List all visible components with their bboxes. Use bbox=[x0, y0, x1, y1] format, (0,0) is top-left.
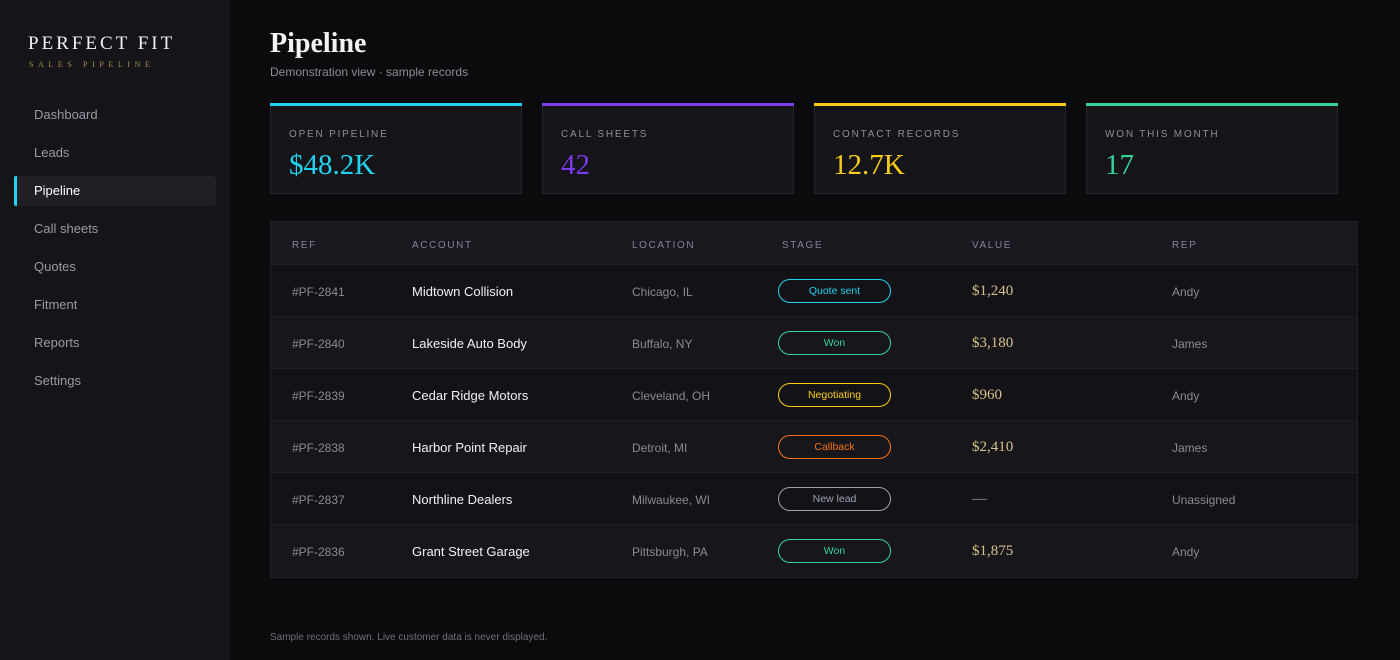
stage-badge: New lead bbox=[778, 487, 891, 511]
stat-value: $48.2K bbox=[289, 149, 376, 181]
page-title: Pipeline bbox=[270, 28, 367, 59]
column-header-account: ACCOUNT bbox=[412, 240, 473, 251]
table-header: REF ACCOUNT LOCATION STAGE VALUE REP bbox=[271, 222, 1357, 264]
cell-value: $1,240 bbox=[972, 283, 1014, 299]
sidebar-item-fitment[interactable]: Fitment bbox=[34, 297, 78, 312]
stat-card-won-this-month: WON THIS MONTH 17 bbox=[1086, 103, 1338, 194]
column-header-stage: STAGE bbox=[782, 240, 824, 251]
sidebar-item-dashboard[interactable]: Dashboard bbox=[34, 107, 98, 122]
stat-card-call-sheets: CALL SHEETS 42 bbox=[542, 103, 794, 194]
sidebar-item-call-sheets[interactable]: Call sheets bbox=[34, 221, 99, 236]
stage-badge: Callback bbox=[778, 435, 891, 459]
stat-card-contact-records: CONTACT RECORDS 12.7K bbox=[814, 103, 1066, 194]
cell-location: Detroit, MI bbox=[632, 441, 688, 455]
page-subtitle: Demonstration view · sample records bbox=[270, 65, 469, 79]
cell-rep: James bbox=[1172, 441, 1208, 455]
column-header-location: LOCATION bbox=[632, 240, 696, 251]
stat-card-open-pipeline: OPEN PIPELINE $48.2K bbox=[270, 103, 522, 194]
cell-account: Harbor Point Repair bbox=[412, 440, 527, 455]
stage-badge: Won bbox=[778, 539, 891, 563]
cell-ref: #PF-2839 bbox=[292, 389, 345, 403]
footer-note: Sample records shown. Live customer data… bbox=[270, 632, 548, 643]
column-header-value: VALUE bbox=[972, 240, 1013, 251]
table-row[interactable]: #PF-2837 Northline Dealers Milwaukee, WI… bbox=[271, 472, 1357, 524]
cell-value: $2,410 bbox=[972, 439, 1014, 455]
stat-value: 17 bbox=[1105, 149, 1134, 181]
cell-ref: #PF-2838 bbox=[292, 441, 345, 455]
brand-subtitle: SALES PIPELINE bbox=[29, 60, 155, 69]
cell-rep: James bbox=[1172, 337, 1208, 351]
stat-label: OPEN PIPELINE bbox=[289, 129, 389, 140]
cell-value: — bbox=[972, 491, 987, 507]
table-row[interactable]: #PF-2839 Cedar Ridge Motors Cleveland, O… bbox=[271, 368, 1357, 420]
stat-label: WON THIS MONTH bbox=[1105, 129, 1220, 140]
stage-badge: Won bbox=[778, 331, 891, 355]
stat-value: 42 bbox=[561, 149, 590, 181]
table-row[interactable]: #PF-2836 Grant Street Garage Pittsburgh,… bbox=[271, 524, 1357, 576]
cell-location: Chicago, IL bbox=[632, 285, 693, 299]
cell-ref: #PF-2840 bbox=[292, 337, 345, 351]
column-header-rep: REP bbox=[1172, 240, 1198, 251]
cell-rep: Unassigned bbox=[1172, 493, 1236, 507]
sidebar: PERFECT FIT SALES PIPELINE Dashboard Lea… bbox=[0, 0, 230, 660]
sidebar-nav: Dashboard Leads Pipeline Call sheets Quo… bbox=[14, 100, 216, 404]
cell-value: $1,875 bbox=[972, 543, 1014, 559]
cell-location: Buffalo, NY bbox=[632, 337, 693, 351]
stat-value: 12.7K bbox=[833, 149, 905, 181]
table-row[interactable]: #PF-2840 Lakeside Auto Body Buffalo, NY … bbox=[271, 316, 1357, 368]
pipeline-table: REF ACCOUNT LOCATION STAGE VALUE REP #PF… bbox=[270, 221, 1358, 578]
cell-value: $960 bbox=[972, 387, 1002, 403]
cell-account: Lakeside Auto Body bbox=[412, 336, 527, 351]
stat-label: CALL SHEETS bbox=[561, 129, 649, 140]
stage-badge: Negotiating bbox=[778, 383, 891, 407]
cell-ref: #PF-2836 bbox=[292, 545, 345, 559]
stage-badge: Quote sent bbox=[778, 279, 891, 303]
brand-title: PERFECT FIT bbox=[28, 33, 176, 54]
cell-ref: #PF-2841 bbox=[292, 285, 345, 299]
card-accent-bar bbox=[814, 103, 1066, 106]
column-header-ref: REF bbox=[292, 240, 317, 251]
cell-value: $3,180 bbox=[972, 335, 1014, 351]
cell-account: Midtown Collision bbox=[412, 284, 514, 299]
sidebar-item-quotes[interactable]: Quotes bbox=[34, 259, 76, 274]
cell-location: Milwaukee, WI bbox=[632, 493, 711, 507]
cell-rep: Andy bbox=[1172, 545, 1200, 559]
cell-ref: #PF-2837 bbox=[292, 493, 345, 507]
cell-account: Northline Dealers bbox=[412, 492, 513, 507]
cell-location: Cleveland, OH bbox=[632, 389, 711, 403]
cell-account: Grant Street Garage bbox=[412, 544, 530, 559]
sidebar-item-reports[interactable]: Reports bbox=[34, 335, 80, 350]
cell-location: Pittsburgh, PA bbox=[632, 545, 708, 559]
sidebar-item-pipeline[interactable]: Pipeline bbox=[14, 176, 216, 206]
table-row[interactable]: #PF-2841 Midtown Collision Chicago, IL Q… bbox=[271, 264, 1357, 316]
sidebar-item-leads[interactable]: Leads bbox=[34, 145, 70, 160]
card-accent-bar bbox=[1086, 103, 1338, 106]
cell-rep: Andy bbox=[1172, 389, 1200, 403]
card-accent-bar bbox=[270, 103, 522, 106]
cell-rep: Andy bbox=[1172, 285, 1200, 299]
table-row[interactable]: #PF-2838 Harbor Point Repair Detroit, MI… bbox=[271, 420, 1357, 472]
cell-account: Cedar Ridge Motors bbox=[412, 388, 529, 403]
sidebar-item-settings[interactable]: Settings bbox=[34, 373, 81, 388]
card-accent-bar bbox=[542, 103, 794, 106]
stat-label: CONTACT RECORDS bbox=[833, 129, 961, 140]
